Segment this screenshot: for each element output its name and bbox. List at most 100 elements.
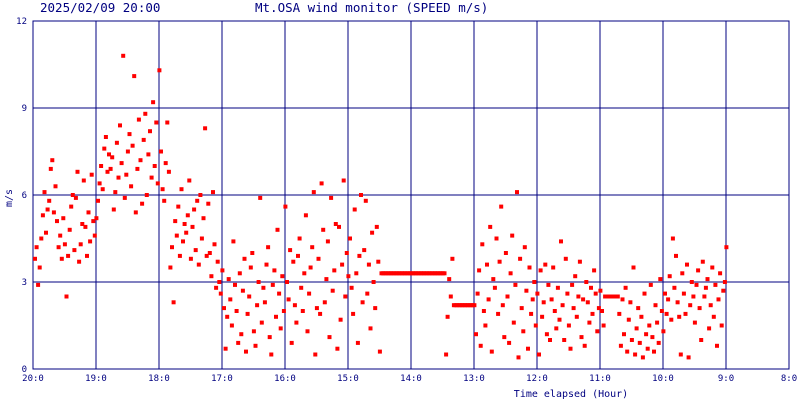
- data-point: [244, 349, 248, 354]
- data-point: [565, 291, 570, 296]
- data-point: [340, 262, 345, 267]
- data-point: [526, 346, 530, 351]
- data-point: [256, 280, 261, 284]
- data-point: [337, 224, 341, 229]
- data-point: [225, 314, 230, 319]
- data-point: [105, 169, 110, 174]
- data-point: [111, 207, 116, 212]
- data-point: [36, 282, 41, 287]
- data-point: [48, 166, 53, 171]
- data-point: [196, 262, 201, 267]
- data-point: [500, 303, 505, 308]
- data-point: [182, 222, 187, 226]
- data-point: [445, 314, 450, 319]
- data-point: [188, 256, 193, 261]
- data-point: [288, 248, 293, 253]
- data-point: [239, 332, 244, 337]
- data-point: [302, 271, 307, 276]
- data-point: [489, 349, 494, 354]
- data-point: [655, 320, 660, 325]
- data-point: [598, 288, 603, 293]
- data-point: [283, 204, 288, 209]
- data-point: [226, 277, 231, 282]
- data-point: [103, 135, 108, 139]
- data-point: [85, 253, 89, 258]
- x-tick-label: 17:0: [211, 374, 233, 384]
- data-point: [699, 338, 704, 342]
- data-point: [45, 207, 50, 212]
- data-point: [524, 288, 529, 293]
- data-point: [81, 178, 86, 183]
- plot-frame: [32, 20, 790, 370]
- data-point: [39, 236, 44, 241]
- x-tick-label: 10:0: [652, 374, 674, 384]
- data-point: [661, 329, 666, 334]
- x-tick-label: 13:0: [463, 374, 485, 384]
- data-points: [33, 53, 729, 360]
- data-point: [689, 280, 694, 284]
- data-point: [237, 271, 242, 276]
- data-point: [691, 294, 696, 299]
- data-point: [708, 303, 713, 308]
- data-point: [34, 245, 39, 250]
- data-point: [97, 181, 102, 186]
- data-point: [503, 251, 508, 255]
- data-point: [629, 338, 634, 342]
- data-point: [618, 343, 623, 348]
- data-point: [570, 282, 575, 287]
- data-point: [480, 242, 485, 247]
- data-point: [485, 262, 489, 267]
- data-point: [185, 213, 190, 218]
- data-point: [511, 320, 516, 325]
- data-point: [518, 256, 523, 261]
- data-point: [162, 198, 167, 203]
- x-tick-label: 20:0: [22, 374, 44, 384]
- data-point: [125, 149, 130, 154]
- data-point: [362, 248, 367, 253]
- data-point: [168, 265, 173, 270]
- data-point: [474, 332, 478, 337]
- data-point: [307, 291, 312, 296]
- data-point: [259, 320, 264, 325]
- data-point: [601, 323, 606, 328]
- data-point: [294, 320, 299, 325]
- data-point: [62, 242, 67, 247]
- data-point: [344, 251, 349, 255]
- data-point: [496, 311, 501, 316]
- data-point: [697, 306, 702, 311]
- data-point: [596, 306, 601, 311]
- data-point: [710, 265, 715, 270]
- data-point: [675, 300, 680, 305]
- data-point: [272, 268, 277, 273]
- data-point: [37, 265, 42, 270]
- data-point: [311, 190, 316, 195]
- data-point: [66, 253, 71, 258]
- data-point: [346, 274, 351, 279]
- data-point: [207, 251, 212, 255]
- data-point: [634, 326, 639, 331]
- data-point: [303, 213, 308, 218]
- data-point: [296, 253, 300, 258]
- data-point: [522, 245, 527, 250]
- data-point: [670, 236, 675, 241]
- data-point: [107, 152, 111, 157]
- data-point: [626, 317, 631, 322]
- data-point: [573, 274, 578, 279]
- data-point: [300, 309, 305, 313]
- data-point: [305, 329, 310, 334]
- data-point: [166, 169, 171, 174]
- x-tick-label: 15:0: [337, 374, 359, 384]
- data-point: [637, 340, 642, 345]
- data-point: [88, 239, 93, 244]
- data-point: [324, 277, 329, 282]
- data-point: [157, 68, 162, 73]
- data-point: [653, 303, 658, 308]
- data-point: [551, 265, 556, 270]
- data-point: [140, 201, 145, 206]
- data-point: [674, 253, 678, 258]
- data-point: [540, 314, 545, 319]
- data-point: [264, 262, 269, 267]
- data-point: [204, 253, 209, 258]
- data-point: [721, 288, 726, 293]
- data-point: [577, 259, 582, 264]
